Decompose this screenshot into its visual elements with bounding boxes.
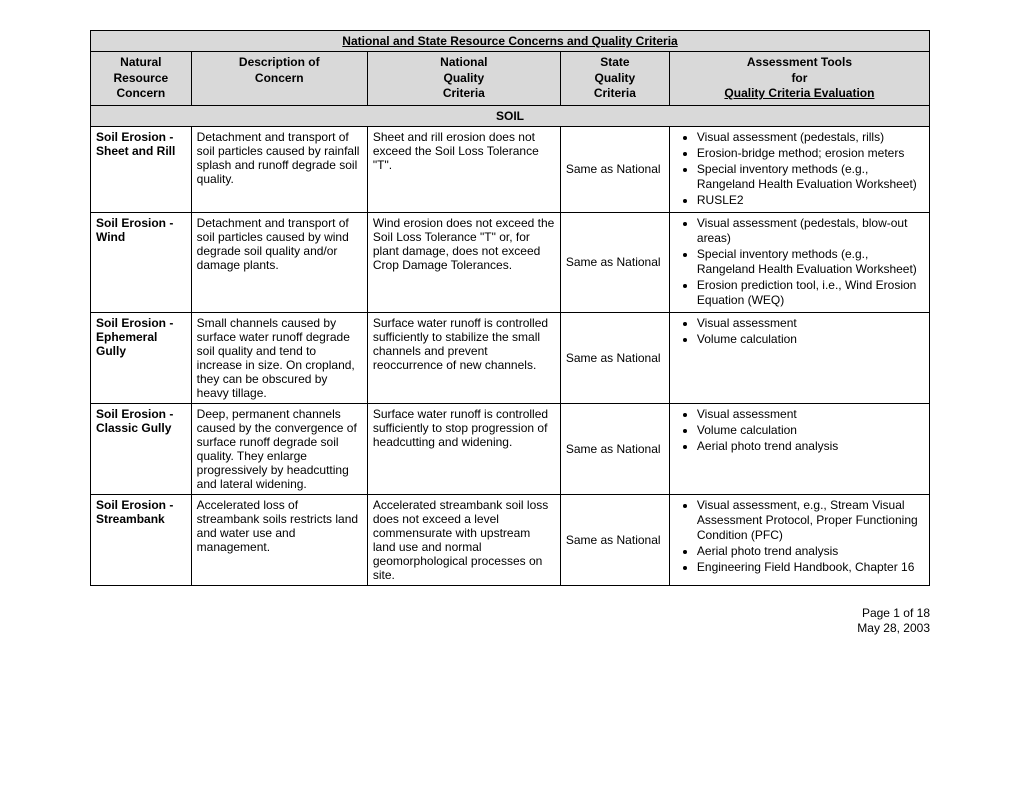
list-item: Engineering Field Handbook, Chapter 16: [697, 560, 924, 575]
page-date: May 28, 2003: [90, 621, 930, 637]
national-cell: Surface water runoff is controlled suffi…: [367, 403, 560, 494]
concern-cell: Soil Erosion - Sheet and Rill: [91, 126, 192, 212]
list-item: Visual assessment: [697, 407, 924, 422]
description-cell: Detachment and transport of soil particl…: [191, 212, 367, 312]
state-cell: Same as National: [560, 126, 669, 212]
concern-cell: Soil Erosion - Wind: [91, 212, 192, 312]
table-title: National and State Resource Concerns and…: [91, 31, 930, 52]
description-cell: Detachment and transport of soil particl…: [191, 126, 367, 212]
header-state: StateQualityCriteria: [560, 52, 669, 106]
table-row: Soil Erosion - Classic GullyDeep, perman…: [91, 403, 930, 494]
section-row: SOIL: [91, 105, 930, 126]
list-item: RUSLE2: [697, 193, 924, 208]
page-number: Page 1 of 18: [90, 606, 930, 622]
list-item: Special inventory methods (e.g., Rangela…: [697, 162, 924, 192]
tools-cell: Visual assessment (pedestals, blow-out a…: [669, 212, 929, 312]
list-item: Aerial photo trend analysis: [697, 544, 924, 559]
list-item: Aerial photo trend analysis: [697, 439, 924, 454]
list-item: Special inventory methods (e.g., Rangela…: [697, 247, 924, 277]
tools-list: Visual assessment (pedestals, blow-out a…: [675, 216, 924, 308]
list-item: Volume calculation: [697, 423, 924, 438]
tools-list: Visual assessment (pedestals, rills)Eros…: [675, 130, 924, 208]
table-row: Soil Erosion - Ephemeral GullySmall chan…: [91, 312, 930, 403]
state-cell: Same as National: [560, 403, 669, 494]
header-tools: Assessment Tools for Quality Criteria Ev…: [669, 52, 929, 106]
description-cell: Accelerated loss of streambank soils res…: [191, 494, 367, 585]
list-item: Visual assessment, e.g., Stream Visual A…: [697, 498, 924, 543]
header-concern: NaturalResourceConcern: [91, 52, 192, 106]
list-item: Visual assessment (pedestals, blow-out a…: [697, 216, 924, 246]
table-row: Soil Erosion - StreambankAccelerated los…: [91, 494, 930, 585]
table-row: Soil Erosion - WindDetachment and transp…: [91, 212, 930, 312]
header-description: Description ofConcern: [191, 52, 367, 106]
table-title-row: National and State Resource Concerns and…: [91, 31, 930, 52]
tools-list: Visual assessmentVolume calculationAeria…: [675, 407, 924, 454]
national-cell: Sheet and rill erosion does not exceed t…: [367, 126, 560, 212]
description-cell: Small channels caused by surface water r…: [191, 312, 367, 403]
tools-cell: Visual assessmentVolume calculationAeria…: [669, 403, 929, 494]
tools-cell: Visual assessment (pedestals, rills)Eros…: [669, 126, 929, 212]
national-cell: Wind erosion does not exceed the Soil Lo…: [367, 212, 560, 312]
section-label: SOIL: [91, 105, 930, 126]
tools-list: Visual assessment, e.g., Stream Visual A…: [675, 498, 924, 575]
list-item: Erosion-bridge method; erosion meters: [697, 146, 924, 161]
tools-cell: Visual assessmentVolume calculation: [669, 312, 929, 403]
state-cell: Same as National: [560, 312, 669, 403]
list-item: Visual assessment: [697, 316, 924, 331]
national-cell: Accelerated streambank soil loss does no…: [367, 494, 560, 585]
criteria-table: National and State Resource Concerns and…: [90, 30, 930, 586]
tools-list: Visual assessmentVolume calculation: [675, 316, 924, 347]
list-item: Visual assessment (pedestals, rills): [697, 130, 924, 145]
concern-cell: Soil Erosion - Classic Gully: [91, 403, 192, 494]
list-item: Volume calculation: [697, 332, 924, 347]
header-national: NationalQualityCriteria: [367, 52, 560, 106]
concern-cell: Soil Erosion - Ephemeral Gully: [91, 312, 192, 403]
concern-cell: Soil Erosion - Streambank: [91, 494, 192, 585]
table-row: Soil Erosion - Sheet and RillDetachment …: [91, 126, 930, 212]
table-header-row: NaturalResourceConcern Description ofCon…: [91, 52, 930, 106]
state-cell: Same as National: [560, 212, 669, 312]
state-cell: Same as National: [560, 494, 669, 585]
national-cell: Surface water runoff is controlled suffi…: [367, 312, 560, 403]
description-cell: Deep, permanent channels caused by the c…: [191, 403, 367, 494]
tools-cell: Visual assessment, e.g., Stream Visual A…: [669, 494, 929, 585]
list-item: Erosion prediction tool, i.e., Wind Eros…: [697, 278, 924, 308]
page-footer: Page 1 of 18 May 28, 2003: [90, 606, 930, 637]
